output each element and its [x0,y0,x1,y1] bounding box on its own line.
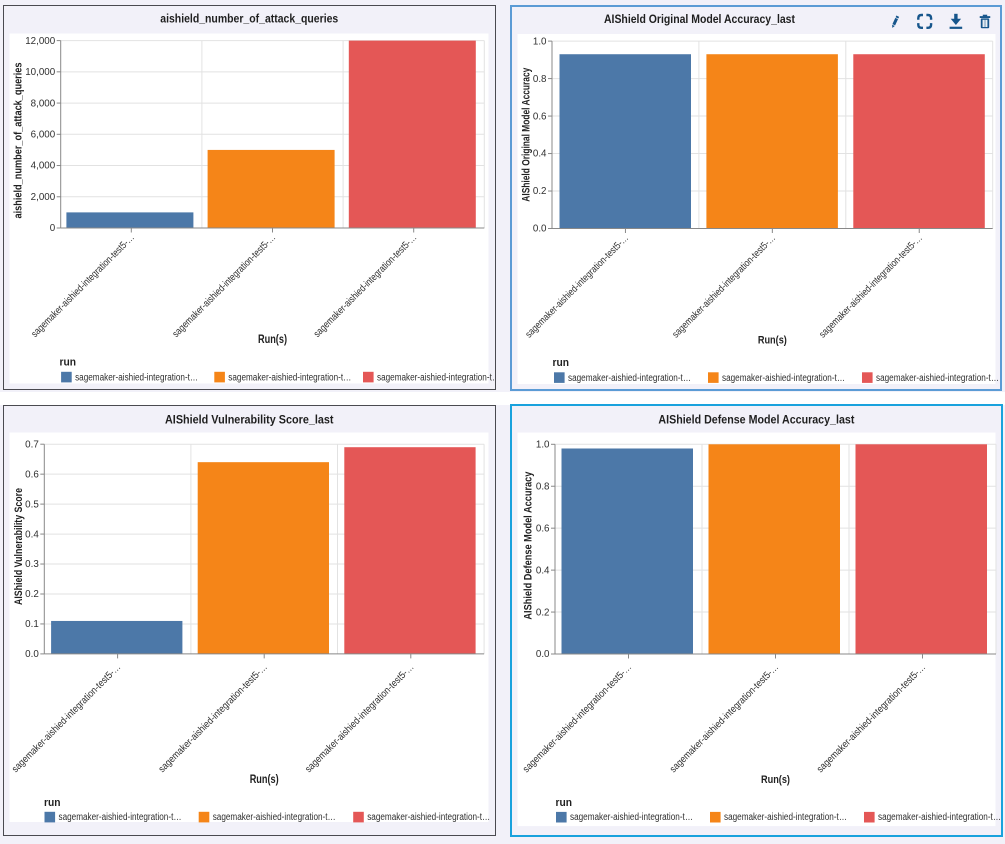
svg-text:0.4: 0.4 [532,149,546,160]
svg-text:run: run [552,357,569,369]
svg-text:sagemaker-aishied-integration-: sagemaker-aishied-integration-t… [367,812,490,823]
svg-text:AIShield Defense Model Accurac: AIShield Defense Model Accuracy_last [658,413,854,427]
svg-text:run: run [555,797,572,809]
svg-text:run: run [44,797,61,809]
svg-text:0.8: 0.8 [532,74,546,85]
svg-text:Run(s): Run(s) [757,334,786,346]
svg-text:0.6: 0.6 [535,524,549,535]
svg-text:2,000: 2,000 [31,192,56,203]
svg-text:AIShield Vulnerability Score_l: AIShield Vulnerability Score_last [165,413,334,427]
svg-text:0.0: 0.0 [25,649,39,660]
svg-text:sagemaker-aishied-integration-: sagemaker-aishied-integration-t… [228,372,351,383]
svg-text:0.5: 0.5 [25,499,39,510]
svg-text:run: run [60,357,77,369]
svg-text:sagemaker-aishied-integration-: sagemaker-aishied-integration-t… [59,812,182,823]
svg-text:aishield_number_of_attack_quer: aishield_number_of_attack_queries [13,63,25,219]
svg-text:AIShield Original Model Accura: AIShield Original Model Accuracy_last [603,12,794,26]
svg-text:0.2: 0.2 [535,608,549,619]
svg-text:sagemaker-aishied-integration-: sagemaker-aishied-integration-t… [377,372,495,383]
svg-text:0.0: 0.0 [532,224,546,235]
svg-text:0.1: 0.1 [25,619,39,630]
svg-text:6,000: 6,000 [31,130,56,141]
svg-text:12,000: 12,000 [25,36,56,47]
svg-text:0.4: 0.4 [535,566,549,577]
svg-text:sagemaker-aishied-integration-: sagemaker-aishied-integration-t… [567,373,690,384]
svg-text:Run(s): Run(s) [250,774,279,786]
svg-text:AIShield Vulnerability Score: AIShield Vulnerability Score [13,488,25,605]
svg-text:sagemaker-aishied-integration-: sagemaker-aishied-integration-t… [570,812,693,823]
svg-text:0.6: 0.6 [25,469,39,480]
svg-text:0.6: 0.6 [532,111,546,122]
svg-text:1.0: 1.0 [535,440,549,451]
svg-text:4,000: 4,000 [31,161,56,172]
svg-text:10,000: 10,000 [25,67,56,78]
svg-text:1.0: 1.0 [532,36,546,47]
svg-text:sagemaker-aishied-integration-: sagemaker-aishied-integration-t… [213,812,336,823]
svg-text:0.7: 0.7 [25,439,39,450]
svg-text:sagemaker-aishied-integration-: sagemaker-aishied-integration-t… [724,812,847,823]
svg-text:sagemaker-aishied-integration-: sagemaker-aishied-integration-t… [877,812,1000,823]
svg-text:0.0: 0.0 [535,650,549,661]
svg-text:0.2: 0.2 [532,186,546,197]
svg-text:Run(s): Run(s) [760,774,789,786]
svg-text:0.3: 0.3 [25,559,39,570]
svg-text:sagemaker-aishied-integration-: sagemaker-aishied-integration-t… [75,372,198,383]
svg-text:0.4: 0.4 [25,529,39,540]
svg-text:sagemaker-aishied-integration-: sagemaker-aishied-integration-t… [721,373,844,384]
svg-text:AIShield Original Model Accura: AIShield Original Model Accuracy [520,67,532,202]
svg-text:0: 0 [50,223,56,234]
svg-text:sagemaker-aishied-integration-: sagemaker-aishied-integration-t… [875,373,998,384]
svg-text:0.2: 0.2 [25,589,39,600]
svg-text:0.8: 0.8 [535,482,549,493]
svg-text:8,000: 8,000 [31,98,56,109]
svg-text:AIShield Defense Model Accurac: AIShield Defense Model Accuracy [522,471,534,620]
svg-text:Run(s): Run(s) [258,334,287,346]
svg-text:aishield_number_of_attack_quer: aishield_number_of_attack_queries [160,11,338,25]
